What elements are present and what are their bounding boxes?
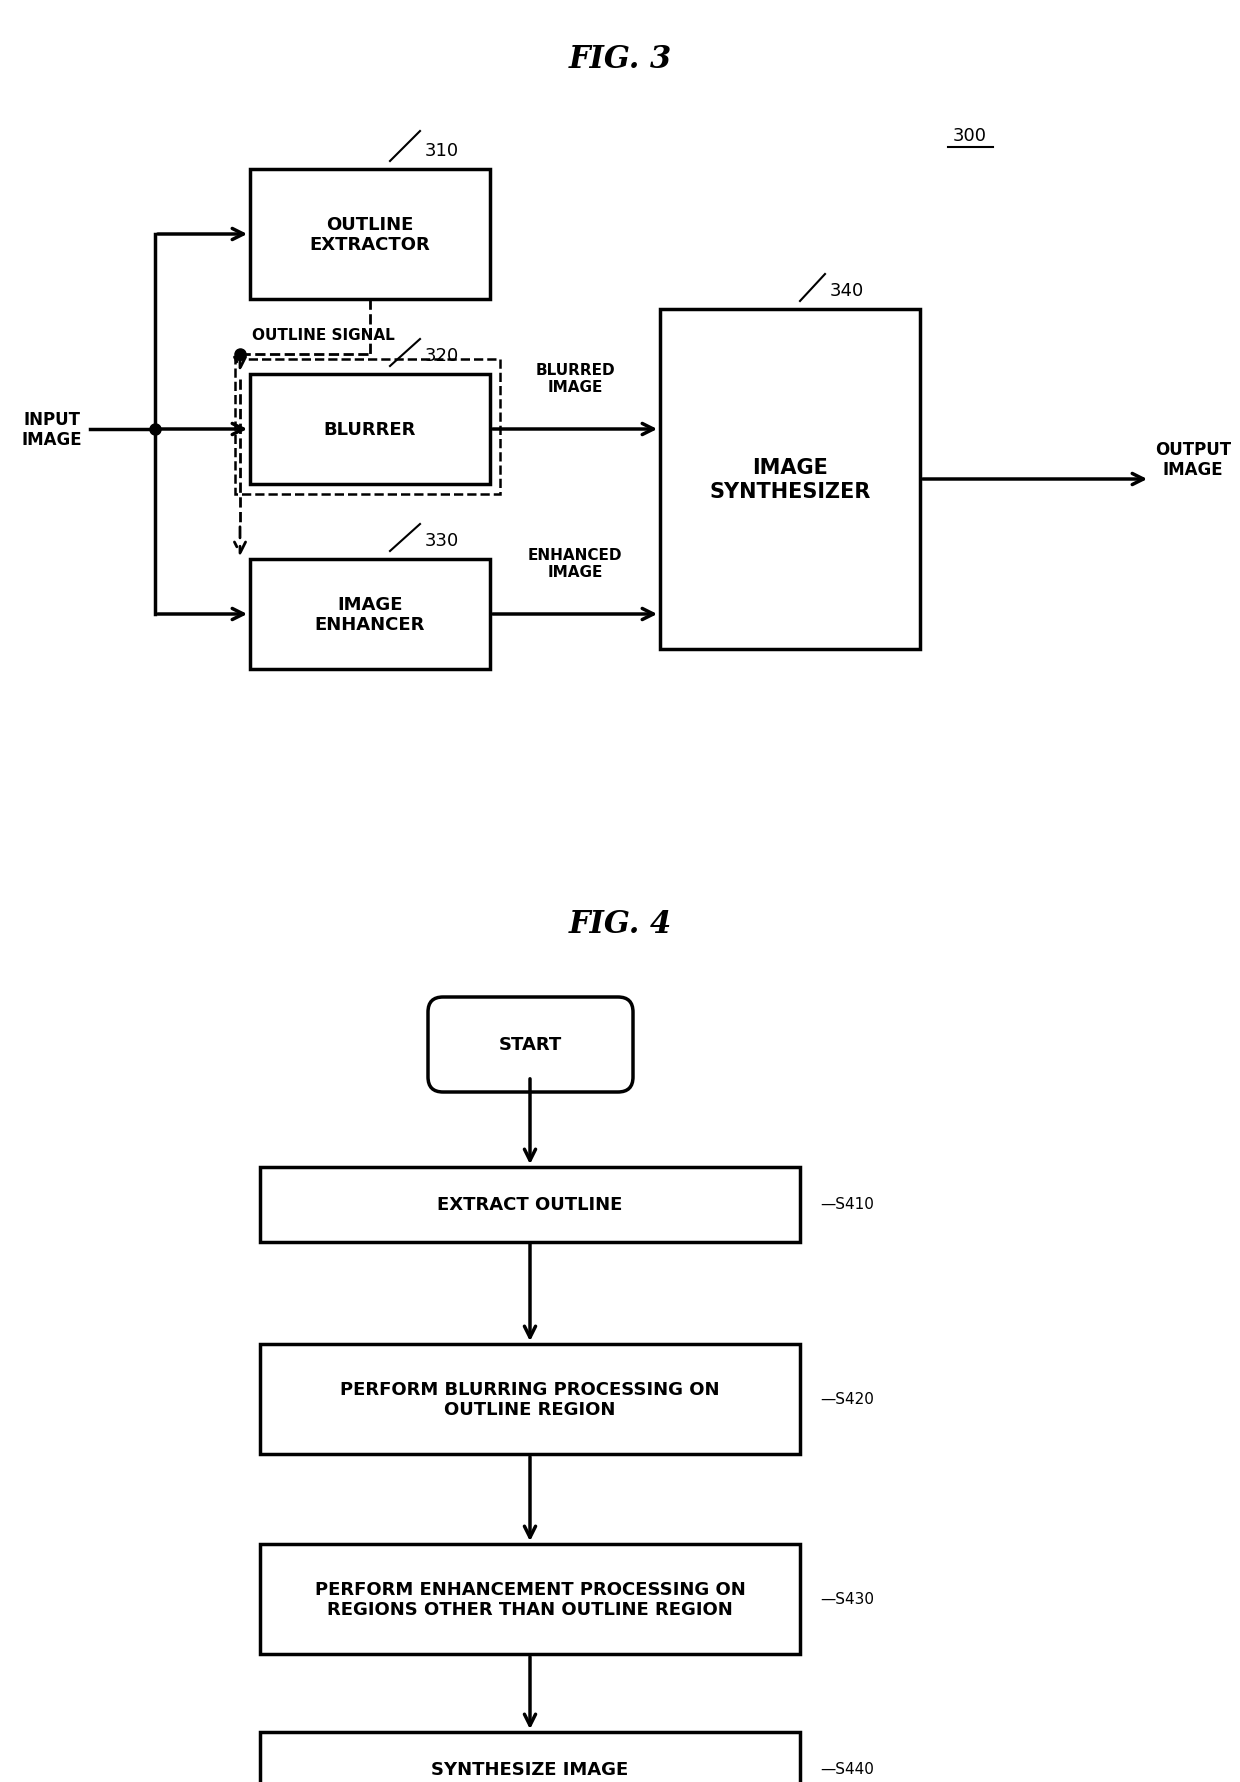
- Text: FIG. 4: FIG. 4: [568, 909, 672, 939]
- Text: 330: 330: [425, 531, 459, 549]
- Text: 310: 310: [425, 143, 459, 160]
- Bar: [250, 560, 490, 670]
- Text: PERFORM ENHANCEMENT PROCESSING ON
REGIONS OTHER THAN OUTLINE REGION: PERFORM ENHANCEMENT PROCESSING ON REGION…: [315, 1579, 745, 1618]
- Text: ENHANCED
IMAGE: ENHANCED IMAGE: [528, 547, 622, 579]
- Text: IMAGE
ENHANCER: IMAGE ENHANCER: [315, 595, 425, 634]
- Text: INPUT
IMAGE: INPUT IMAGE: [21, 410, 82, 449]
- Bar: [260, 1344, 800, 1454]
- Text: 340: 340: [830, 282, 864, 299]
- Text: 300: 300: [954, 127, 987, 144]
- Text: SYNTHESIZE IMAGE: SYNTHESIZE IMAGE: [432, 1761, 629, 1778]
- Text: —S440: —S440: [820, 1762, 874, 1777]
- Text: BLURRER: BLURRER: [324, 421, 417, 438]
- Text: —S430: —S430: [820, 1591, 874, 1607]
- Text: —S410: —S410: [820, 1198, 874, 1212]
- Text: PERFORM BLURRING PROCESSING ON
OUTLINE REGION: PERFORM BLURRING PROCESSING ON OUTLINE R…: [340, 1379, 719, 1418]
- Text: START: START: [498, 1035, 562, 1053]
- Text: OUTLINE SIGNAL: OUTLINE SIGNAL: [252, 328, 394, 342]
- Bar: [236, 360, 500, 495]
- Text: 320: 320: [425, 347, 459, 365]
- Bar: [660, 310, 920, 650]
- FancyBboxPatch shape: [428, 998, 632, 1092]
- Text: OUTPUT
IMAGE: OUTPUT IMAGE: [1154, 440, 1231, 479]
- Bar: [250, 169, 490, 299]
- Text: IMAGE
SYNTHESIZER: IMAGE SYNTHESIZER: [709, 458, 870, 501]
- Text: OUTLINE
EXTRACTOR: OUTLINE EXTRACTOR: [310, 216, 430, 255]
- Bar: [260, 1732, 800, 1782]
- Text: EXTRACT OUTLINE: EXTRACT OUTLINE: [438, 1196, 622, 1214]
- Text: BLURRED
IMAGE: BLURRED IMAGE: [536, 362, 615, 396]
- Text: FIG. 3: FIG. 3: [568, 45, 672, 75]
- Bar: [260, 1545, 800, 1654]
- Text: —S420: —S420: [820, 1392, 874, 1406]
- Bar: [250, 374, 490, 485]
- Bar: [260, 1167, 800, 1242]
